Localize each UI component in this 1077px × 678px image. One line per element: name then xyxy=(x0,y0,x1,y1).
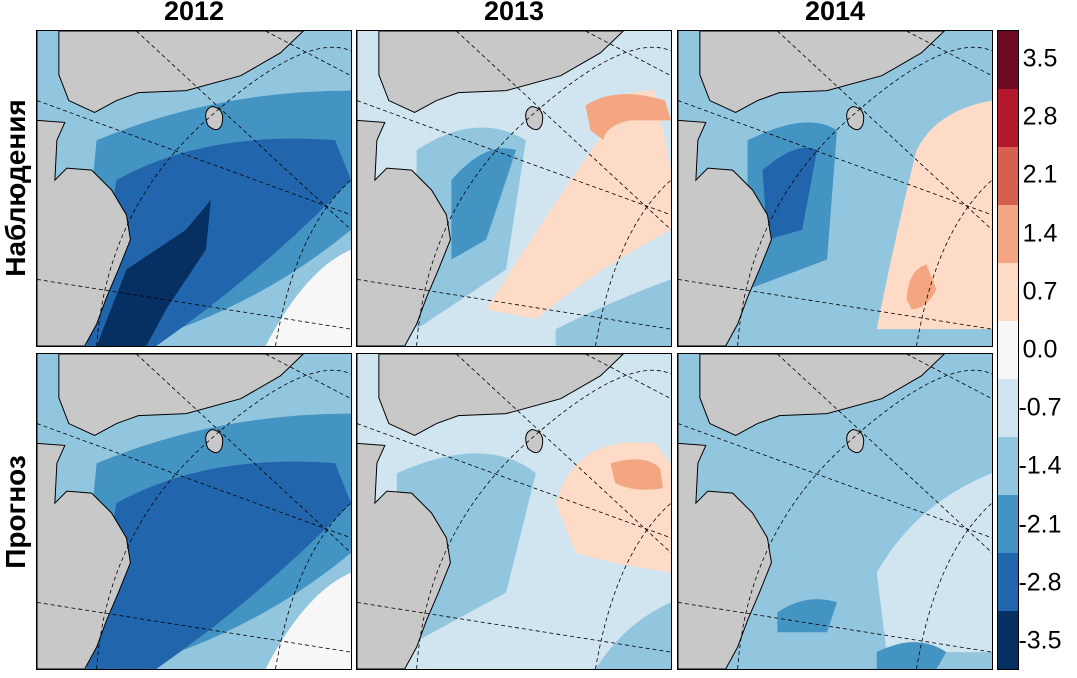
graticule-line xyxy=(96,369,351,669)
panel-observations-2012 xyxy=(36,30,352,347)
land-mass xyxy=(378,354,625,437)
graticule-line xyxy=(595,179,671,346)
panel-forecast-2013 xyxy=(356,353,672,670)
graticule-line xyxy=(37,279,351,330)
island xyxy=(846,429,865,454)
graticule-line xyxy=(136,31,351,231)
graticule-line xyxy=(916,502,992,669)
colorbar-swatch xyxy=(998,553,1018,612)
column-title-2014: 2014 xyxy=(804,0,866,26)
colorbar-swatch xyxy=(998,379,1018,438)
land-mass xyxy=(678,354,772,669)
graticule-line xyxy=(595,502,671,669)
graticule-line xyxy=(265,31,351,77)
colorbar-tick-label: -2.8 xyxy=(1018,568,1062,597)
graticule-line xyxy=(777,354,992,554)
colorbar-swatch xyxy=(998,147,1018,206)
land-mass xyxy=(378,31,625,114)
graticule-line xyxy=(416,46,671,346)
row-title-observations: Наблюдения xyxy=(0,99,31,277)
colorbar-tick-label: 3.5 xyxy=(1022,44,1058,73)
panel-forecast-2012 xyxy=(36,353,352,670)
island xyxy=(205,429,224,454)
land-mass xyxy=(357,31,451,346)
land-mass xyxy=(58,31,305,114)
column-title-2013: 2013 xyxy=(483,0,545,26)
colorbar xyxy=(997,30,1019,670)
colorbar-tick-label: 0.0 xyxy=(1022,335,1058,364)
land-mass xyxy=(357,354,451,669)
land-mass xyxy=(678,31,772,346)
graticule-line xyxy=(678,423,992,539)
graticule-line xyxy=(265,354,351,400)
graticule-line xyxy=(37,602,351,653)
column-title-2012: 2012 xyxy=(163,0,225,26)
row-title-forecast: Прогноз xyxy=(0,455,31,569)
land-mass xyxy=(699,354,946,437)
graticule-line xyxy=(96,46,351,346)
colorbar-tick-label: -2.1 xyxy=(1018,510,1062,539)
colorbar-tick-label: -0.7 xyxy=(1018,393,1062,422)
colorbar-tick-label: -1.4 xyxy=(1018,451,1062,480)
colorbar-swatch xyxy=(998,611,1018,669)
graticule-line xyxy=(777,31,992,231)
graticule-line xyxy=(906,31,992,77)
land-mass xyxy=(37,31,131,346)
graticule-line xyxy=(916,179,992,346)
colorbar-tick-label: 0.7 xyxy=(1022,277,1058,306)
colorbar-swatch xyxy=(998,263,1018,322)
graticule-line xyxy=(275,179,351,346)
graticule-line xyxy=(357,423,671,539)
panel-forecast-2014 xyxy=(677,353,993,670)
land-mass xyxy=(37,354,131,669)
graticule-line xyxy=(678,100,992,216)
graticule-line xyxy=(136,354,351,554)
graticule-line xyxy=(585,354,671,400)
graticule-line xyxy=(357,100,671,216)
colorbar-swatch xyxy=(998,31,1018,90)
colorbar-swatch xyxy=(998,321,1018,380)
colorbar-tick-label: -3.5 xyxy=(1018,626,1062,655)
anomaly-field xyxy=(357,31,671,346)
colorbar-swatch xyxy=(998,437,1018,496)
graticule-line xyxy=(585,31,671,77)
graticule-line xyxy=(678,602,992,653)
colorbar-swatch xyxy=(998,89,1018,148)
graticule-line xyxy=(906,354,992,400)
colorbar-tick-label: 2.1 xyxy=(1022,160,1058,189)
graticule-line xyxy=(678,279,992,330)
island xyxy=(525,106,544,131)
land-mass xyxy=(699,31,946,114)
graticule-line xyxy=(275,502,351,669)
island xyxy=(846,106,865,131)
graticule-line xyxy=(456,31,671,231)
graticule-line xyxy=(37,100,351,216)
graticule-line xyxy=(357,279,671,330)
graticule-line xyxy=(737,369,992,669)
graticule-line xyxy=(416,369,671,669)
colorbar-tick-label: 1.4 xyxy=(1022,219,1058,248)
graticule-line xyxy=(37,423,351,539)
island xyxy=(205,106,224,131)
graticule-line xyxy=(737,46,992,346)
graticule-line xyxy=(357,602,671,653)
graticule-line xyxy=(456,354,671,554)
colorbar-swatch xyxy=(998,205,1018,264)
colorbar-swatch xyxy=(998,495,1018,554)
panel-observations-2013 xyxy=(356,30,672,347)
panel-observations-2014 xyxy=(677,30,993,347)
land-mass xyxy=(58,354,305,437)
island xyxy=(525,429,544,454)
colorbar-tick-label: 2.8 xyxy=(1022,102,1058,131)
